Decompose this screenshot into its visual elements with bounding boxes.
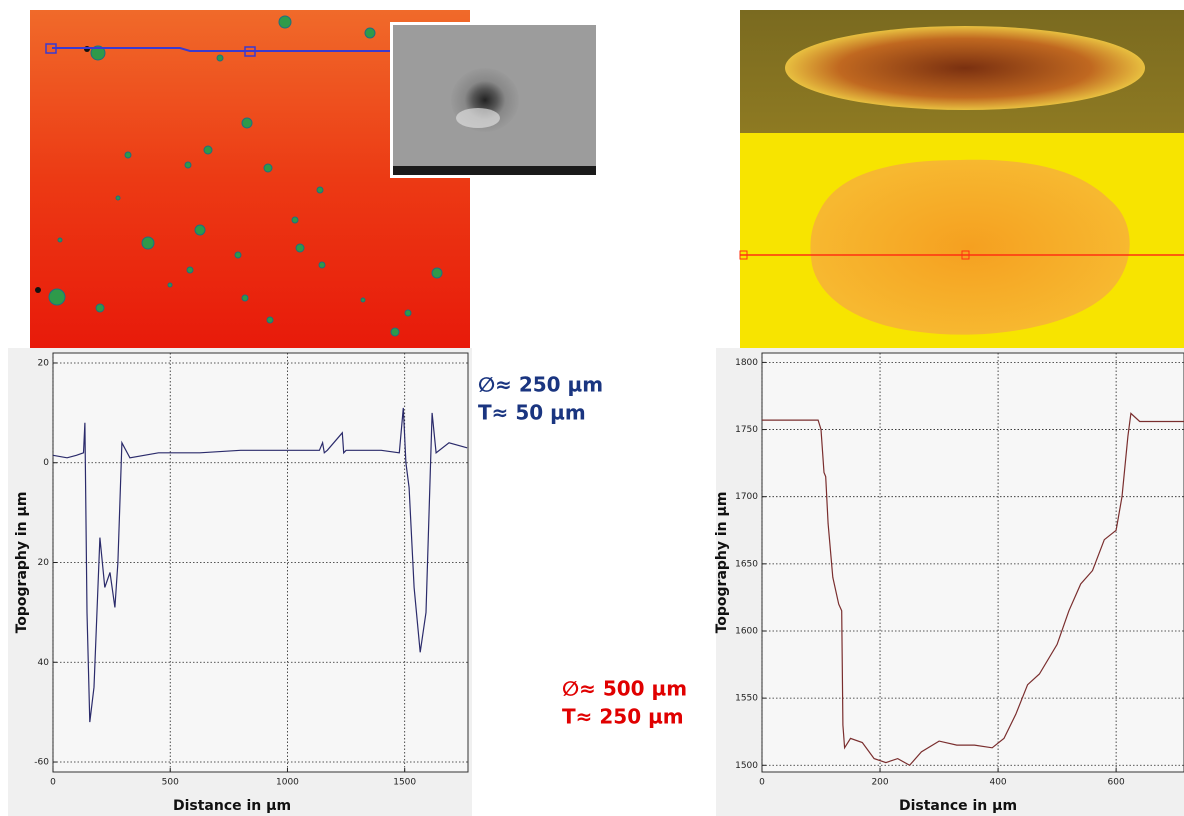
profile-line bbox=[762, 412, 1184, 767]
x-axis-label: Distance in µm bbox=[173, 798, 291, 814]
y-tick-label: 1700 bbox=[735, 492, 758, 502]
y-axis-label: Topography in µm bbox=[14, 492, 30, 634]
x-tick-label: 600 bbox=[1108, 778, 1125, 788]
y-tick-label: -60 bbox=[34, 758, 49, 768]
y-tick-label: 1650 bbox=[735, 559, 758, 569]
surface-map-right bbox=[739, 10, 1184, 348]
y-tick-label: 1600 bbox=[735, 626, 758, 636]
x-tick-label: 0 bbox=[759, 778, 765, 788]
x-axis-label: Distance in µm bbox=[899, 798, 1017, 814]
y-tick-label: 1800 bbox=[735, 358, 758, 368]
annotation: ∅≈ 250 µm bbox=[478, 373, 603, 397]
profile-line bbox=[52, 407, 468, 723]
y-tick-label: 40 bbox=[38, 658, 50, 668]
x-tick-label: 500 bbox=[162, 778, 179, 788]
y-tick-label: 1750 bbox=[735, 425, 758, 435]
x-tick-label: 200 bbox=[871, 778, 888, 788]
annotation: T≈ 250 µm bbox=[562, 705, 684, 729]
annotation: ∅≈ 500 µm bbox=[562, 677, 687, 701]
sem-inset bbox=[390, 22, 598, 178]
y-tick-label: 1500 bbox=[735, 761, 758, 771]
x-tick-label: 0 bbox=[50, 778, 56, 788]
y-tick-label: 1550 bbox=[735, 694, 758, 704]
annotation: T≈ 50 µm bbox=[478, 401, 586, 425]
x-tick-label: 400 bbox=[989, 778, 1006, 788]
x-tick-label: 1500 bbox=[393, 778, 416, 788]
y-axis-label: Topography in µm bbox=[714, 492, 730, 634]
y-tick-label: 0 bbox=[43, 458, 49, 468]
plot-area bbox=[761, 352, 1184, 773]
x-tick-label: 1000 bbox=[276, 778, 299, 788]
y-tick-label: 20 bbox=[38, 558, 50, 568]
y-tick-label: 20 bbox=[38, 358, 50, 368]
